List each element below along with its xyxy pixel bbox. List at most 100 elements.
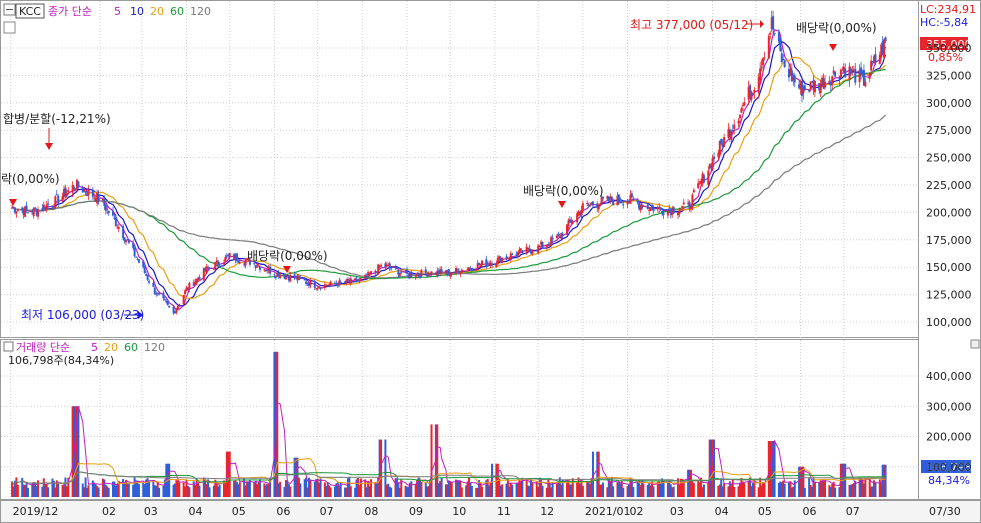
volume-bar — [279, 481, 282, 497]
volume-bar — [479, 482, 482, 497]
volume-bar — [541, 485, 544, 497]
volume-bar — [71, 406, 74, 497]
volume-bar — [834, 487, 837, 497]
candle-body — [878, 54, 881, 64]
volume-bar — [319, 478, 322, 497]
current-volume-label: 106,798 — [926, 461, 972, 474]
volume-bar — [195, 478, 198, 497]
x-tick-label: 02 — [102, 505, 116, 518]
candle-body — [596, 203, 599, 208]
volume-bar — [880, 483, 883, 497]
volume-bar — [874, 482, 877, 497]
volume-bar — [135, 480, 138, 497]
candle-body — [769, 32, 772, 35]
candle-body — [465, 270, 468, 272]
volume-bar — [339, 482, 342, 497]
candle-body — [430, 271, 433, 275]
candle-body — [770, 17, 773, 29]
x-tick-label: 04 — [715, 505, 729, 518]
candle-body — [649, 207, 652, 211]
volume-bar — [818, 482, 821, 497]
volume-bar — [798, 466, 801, 497]
volume-bar — [175, 479, 178, 497]
volume-bar — [224, 482, 227, 497]
volume-bar — [515, 483, 518, 497]
volume-bar — [599, 484, 602, 497]
candle-body — [136, 258, 139, 260]
candle-body — [692, 189, 695, 193]
candle-body — [682, 202, 685, 205]
volume-bar — [731, 478, 734, 497]
volume-bar — [263, 483, 266, 497]
candle-body — [436, 270, 439, 276]
volume-bar — [15, 477, 18, 497]
candle-body — [545, 244, 548, 249]
volume-bar — [74, 406, 77, 497]
ticker-box[interactable] — [15, 3, 45, 19]
candle-body — [782, 59, 785, 61]
candle-body — [737, 120, 740, 124]
volume-bar — [692, 483, 695, 497]
candle-body — [661, 211, 664, 214]
candle-body — [158, 293, 161, 295]
annotation-low-arrow — [138, 311, 143, 319]
candle-body — [841, 69, 844, 71]
candle-body — [747, 87, 750, 100]
candle-body — [295, 276, 298, 278]
volume-bar — [387, 483, 390, 497]
candle-body — [868, 72, 871, 79]
panel-resize-icon[interactable] — [970, 339, 980, 349]
annotation-dividend-2: 배당락(0,00%) — [523, 184, 604, 198]
candle-body — [152, 282, 155, 287]
volume-bar — [762, 482, 765, 497]
volume-bar — [436, 424, 439, 497]
volume-bar — [648, 483, 651, 497]
candle-body — [418, 275, 421, 278]
volume-bar — [597, 451, 600, 497]
volume-bar — [577, 477, 580, 497]
candle-body — [762, 58, 765, 66]
legend-ma120: 120 — [190, 5, 211, 18]
current-price-label: 355,000 — [926, 38, 972, 51]
volume-bar — [349, 486, 352, 497]
volume-bar — [57, 483, 60, 497]
volume-bar — [538, 477, 541, 497]
candle-body — [426, 274, 429, 277]
volume-bar — [284, 480, 287, 497]
volume-bar — [256, 484, 259, 497]
candle-body — [205, 266, 208, 273]
candle-body — [446, 270, 449, 275]
candle-body — [305, 281, 308, 284]
candle-body — [753, 89, 756, 93]
volume-bar — [687, 469, 690, 497]
candle-body — [51, 206, 54, 208]
candle-body — [276, 272, 279, 277]
volume-bar — [316, 479, 319, 497]
candle-body — [299, 277, 302, 279]
candle-body — [54, 196, 57, 208]
candle-body — [227, 254, 230, 256]
volume-bar — [299, 483, 302, 497]
candle-body — [828, 81, 831, 83]
volume-collapse-icon[interactable] — [3, 341, 14, 352]
volume-bar — [96, 486, 99, 497]
candle-body — [12, 206, 15, 208]
candle-body — [293, 274, 296, 279]
volume-bar — [235, 482, 238, 497]
settings-box-icon[interactable] — [3, 21, 16, 34]
candle-body — [488, 263, 491, 265]
candle-body — [122, 226, 125, 239]
candle-body — [143, 266, 146, 273]
volume-bar — [800, 466, 803, 497]
candle-body — [498, 256, 501, 260]
volume-bar — [65, 486, 68, 497]
candle-body — [354, 278, 357, 280]
candle-body — [309, 280, 312, 286]
candle-body — [773, 33, 776, 35]
candle-body — [718, 140, 721, 155]
candle-body — [831, 76, 834, 84]
volume-bar — [457, 480, 460, 497]
candle-body — [47, 203, 50, 205]
volume-bar — [21, 477, 24, 497]
